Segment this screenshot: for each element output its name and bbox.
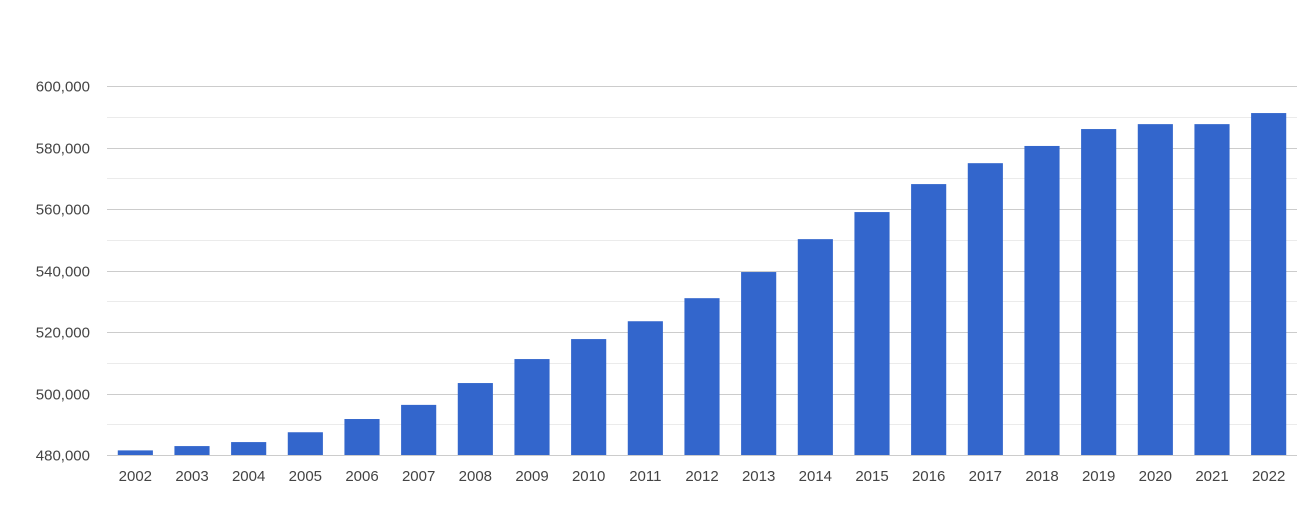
bar-2002 xyxy=(117,450,153,455)
y-axis: 480,000 500,000 520,000 540,000 560,000 580,0… xyxy=(36,79,90,465)
x-axis: 2002 2003 2004 2005 2006 2007 2008 2009 2010 2011… xyxy=(119,468,1286,485)
bar-2009 xyxy=(514,359,550,455)
y-tick-label: 540,000 xyxy=(36,264,90,281)
bar-2016 xyxy=(911,184,947,455)
y-tick-label: 560,000 xyxy=(36,202,90,219)
x-tick-label: 2019 xyxy=(1082,468,1115,485)
bar-2004 xyxy=(231,442,267,455)
bar-2010 xyxy=(571,339,607,455)
bars xyxy=(117,113,1287,456)
y-tick-label: 600,000 xyxy=(36,79,90,96)
x-tick-label: 2006 xyxy=(345,468,378,485)
x-tick-label: 2004 xyxy=(232,468,265,485)
bar-2021 xyxy=(1194,124,1230,455)
y-tick-label: 480,000 xyxy=(36,448,90,465)
x-tick-label: 2002 xyxy=(119,468,152,485)
bar-2005 xyxy=(287,432,323,455)
x-tick-label: 2012 xyxy=(685,468,718,485)
bar-2014 xyxy=(797,239,833,455)
x-tick-label: 2020 xyxy=(1139,468,1172,485)
x-tick-label: 2022 xyxy=(1252,468,1285,485)
bar-2007 xyxy=(401,404,437,455)
x-tick-label: 2009 xyxy=(515,468,548,485)
bar-2003 xyxy=(174,446,210,455)
x-tick-label: 2016 xyxy=(912,468,945,485)
x-tick-label: 2017 xyxy=(969,468,1002,485)
x-tick-label: 2005 xyxy=(289,468,322,485)
x-tick-label: 2010 xyxy=(572,468,605,485)
bar-2015 xyxy=(854,212,890,455)
x-tick-label: 2018 xyxy=(1025,468,1058,485)
x-tick-label: 2008 xyxy=(459,468,492,485)
y-tick-label: 500,000 xyxy=(36,387,90,404)
bar-2019 xyxy=(1081,129,1117,456)
x-tick-label: 2014 xyxy=(799,468,832,485)
x-tick-label: 2011 xyxy=(629,468,661,485)
bar-2013 xyxy=(741,272,777,455)
x-tick-label: 2015 xyxy=(855,468,888,485)
y-tick-label: 580,000 xyxy=(36,141,90,158)
bar-2022 xyxy=(1251,113,1287,455)
bar-2018 xyxy=(1024,145,1060,455)
bar-2012 xyxy=(684,298,720,455)
x-tick-label: 2013 xyxy=(742,468,775,485)
bar-2008 xyxy=(457,383,493,455)
x-tick-label: 2007 xyxy=(402,468,435,485)
bar-2020 xyxy=(1137,124,1173,455)
bar-2017 xyxy=(967,163,1003,455)
x-tick-label: 2021 xyxy=(1195,468,1228,485)
bar-2006 xyxy=(344,419,380,455)
bar-2011 xyxy=(627,321,663,455)
y-tick-label: 520,000 xyxy=(36,325,90,342)
x-tick-label: 2003 xyxy=(175,468,208,485)
